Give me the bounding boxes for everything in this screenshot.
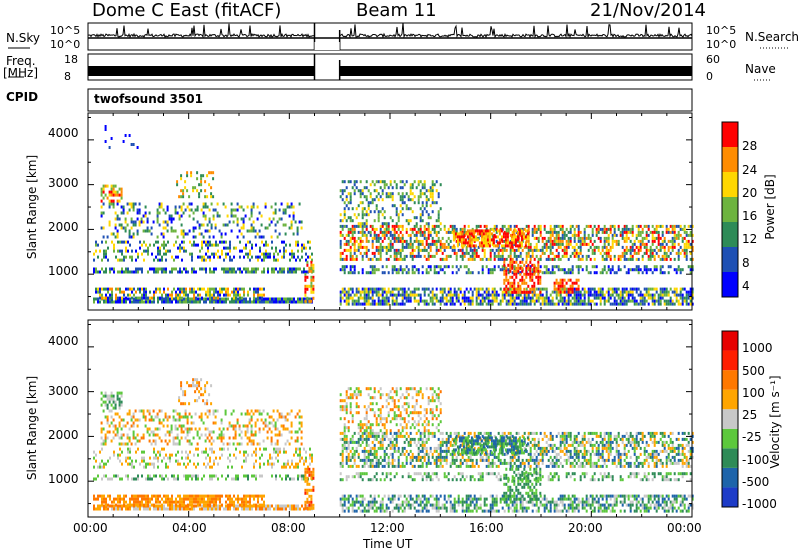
xlabel: Time UT [363,537,413,551]
cb-vel-tick-5: -100 [742,453,770,467]
nsky-strip-frame [87,22,693,51]
ylabel-velocity: Slant Range [km] [25,375,39,481]
colorbar-velocity-swatch-7 [722,350,738,371]
cb-power-tick-6: 4 [742,279,750,293]
ylabel-power: Slant Range [km] [25,154,39,260]
colorbar-velocity-swatch-2 [722,448,738,468]
y-tick-power-2000: 2000 [48,220,79,234]
freq-band-2 [339,66,692,76]
colorbar-power-swatch-5 [722,147,738,172]
x-tick-2: 08:00 [271,521,306,535]
cb-vel-tick-1: 500 [742,364,765,378]
colorbar-label-power: Power [dB] [763,174,777,240]
nsky-tick-bottom: 10^0 [50,38,81,51]
cpid-label: CPID [6,90,39,104]
cb-vel-tick-4: -25 [742,430,762,444]
colorbar-velocity-swatch-3 [722,428,738,449]
radar-title: Dome C East (fitACF) [92,0,282,21]
nsearch-tick-bottom: 10^0 [706,38,737,51]
y-tick-vel-3000: 3000 [48,384,79,398]
freq-tick-top: 18 [64,53,78,66]
colorbar-power-swatch-4 [722,172,738,197]
y-tick-power-4000: 4000 [48,126,79,140]
colorbar-velocity-frame [721,330,739,508]
colorbar-power-swatch-3 [722,197,738,222]
colorbar-velocity-swatch-0 [722,487,738,507]
velocity-scatter [93,378,694,513]
colorbar-label-velocity: Velocity [m s⁻¹] [768,375,782,469]
cb-power-tick-4: 12 [742,232,758,246]
colorbar-velocity-swatch-5 [722,389,738,410]
x-tick-4: 16:00 [469,521,504,535]
cb-vel-tick-0: 1000 [742,341,773,355]
nave-tick-top: 60 [706,53,720,66]
nsky-label: N.Sky [6,31,41,45]
y-tick-vel-2000: 2000 [48,428,79,442]
beam-label: Beam 11 [356,0,437,21]
freq-band-1 [88,66,315,76]
x-tick-1: 04:00 [172,521,207,535]
nsky-line [87,22,693,39]
colorbar-power-swatch-2 [722,222,738,247]
cb-vel-tick-2: 100 [742,386,765,400]
cpid-value: twofsound 3501 [94,92,203,106]
nsky-tick-top: 10^5 [50,24,81,37]
colorbar-power-swatch-6 [722,122,738,147]
cb-power-tick-5: 8 [742,256,750,270]
nsearch-tick-top: 10^5 [706,24,737,37]
colorbar-velocity-swatch-6 [722,370,738,390]
nave-tick-bottom: 0 [706,70,713,83]
cb-vel-tick-6: -500 [742,475,770,489]
colorbar-power-swatch-1 [722,247,738,272]
x-tick-3: 12:00 [370,521,405,535]
cb-power-tick-2: 20 [742,186,758,200]
cb-vel-tick-3: 25 [742,408,758,422]
x-tick-6: 00:00 [667,521,702,535]
colorbar-velocity-swatch-8 [722,331,738,351]
cb-power-tick-3: 16 [742,209,758,223]
colorbar-velocity-swatch-1 [722,467,738,488]
cpid-strip-frame [87,88,693,112]
x-tick-0: 00:00 [73,521,108,535]
nsky-gap-mask [314,42,340,50]
freq-label: Freq. [6,54,36,68]
colorbar-power-swatch-0 [722,272,738,297]
date-label: 21/Nov/2014 [590,0,706,21]
nsearch-label: N.Search [745,30,800,44]
nave-label: Nave [745,62,776,76]
y-tick-power-1000: 1000 [48,264,79,278]
y-tick-power-3000: 3000 [48,176,79,190]
y-tick-vel-1000: 1000 [48,472,79,486]
colorbar-power-frame [721,121,739,298]
colorbar-velocity-swatch-4 [722,409,738,429]
cb-vel-tick-7: -1000 [742,497,777,511]
x-tick-5: 20:00 [568,521,603,535]
cb-power-tick-1: 24 [742,163,758,177]
cb-power-tick-0: 28 [742,139,758,153]
power-scatter [93,125,694,306]
freq-tick-bottom: 8 [64,70,71,83]
y-tick-vel-4000: 4000 [48,334,79,348]
